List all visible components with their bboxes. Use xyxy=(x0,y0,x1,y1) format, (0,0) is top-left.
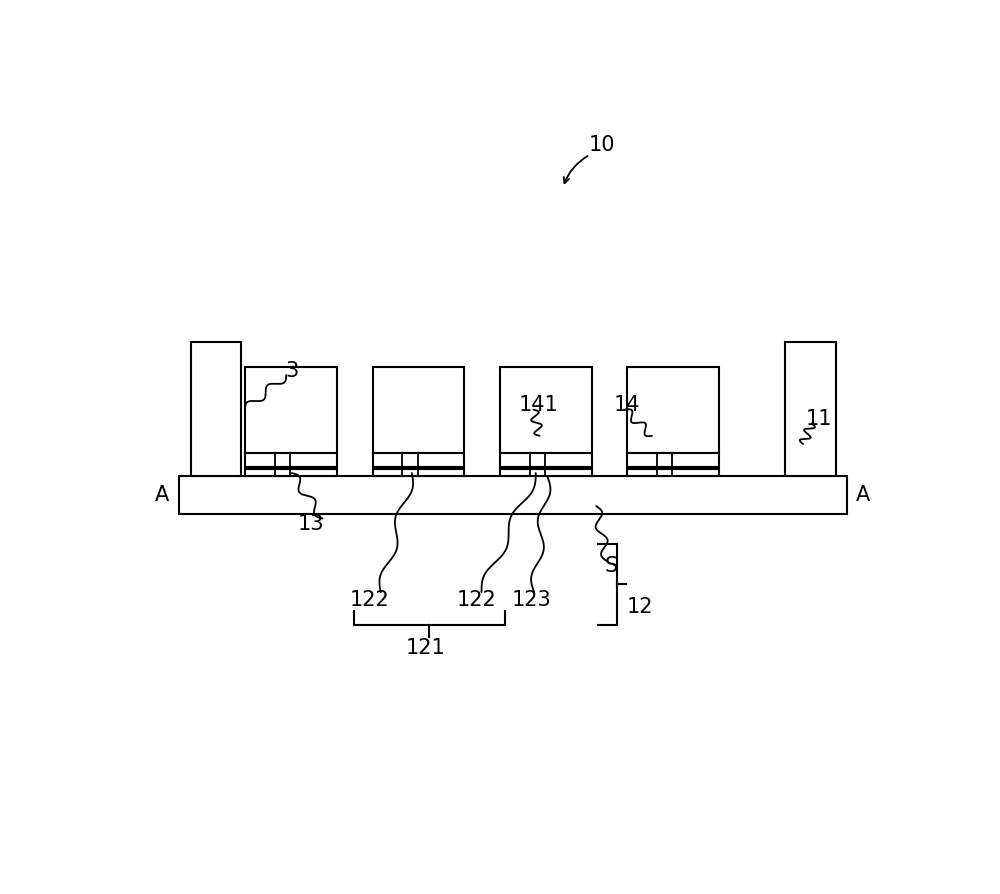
Text: S: S xyxy=(605,555,618,575)
Text: 122: 122 xyxy=(456,589,496,610)
Bar xyxy=(500,367,592,453)
Text: A: A xyxy=(155,485,169,504)
Text: 122: 122 xyxy=(349,589,389,610)
Text: 13: 13 xyxy=(298,514,324,534)
Text: 3: 3 xyxy=(285,360,298,380)
Bar xyxy=(785,342,836,477)
Bar xyxy=(245,453,337,477)
Text: 121: 121 xyxy=(406,637,446,658)
Text: 141: 141 xyxy=(518,394,558,415)
Text: 10: 10 xyxy=(588,135,615,156)
Bar xyxy=(627,453,719,477)
Text: A: A xyxy=(856,485,870,504)
Text: 12: 12 xyxy=(627,596,654,616)
Text: 14: 14 xyxy=(614,394,640,415)
Bar xyxy=(245,367,337,453)
Bar xyxy=(500,453,592,477)
Bar xyxy=(179,477,847,515)
Text: 11: 11 xyxy=(805,409,832,428)
Bar xyxy=(373,367,464,453)
Bar xyxy=(373,453,464,477)
Bar xyxy=(627,367,719,453)
Text: 123: 123 xyxy=(512,589,552,610)
Bar xyxy=(191,342,241,477)
